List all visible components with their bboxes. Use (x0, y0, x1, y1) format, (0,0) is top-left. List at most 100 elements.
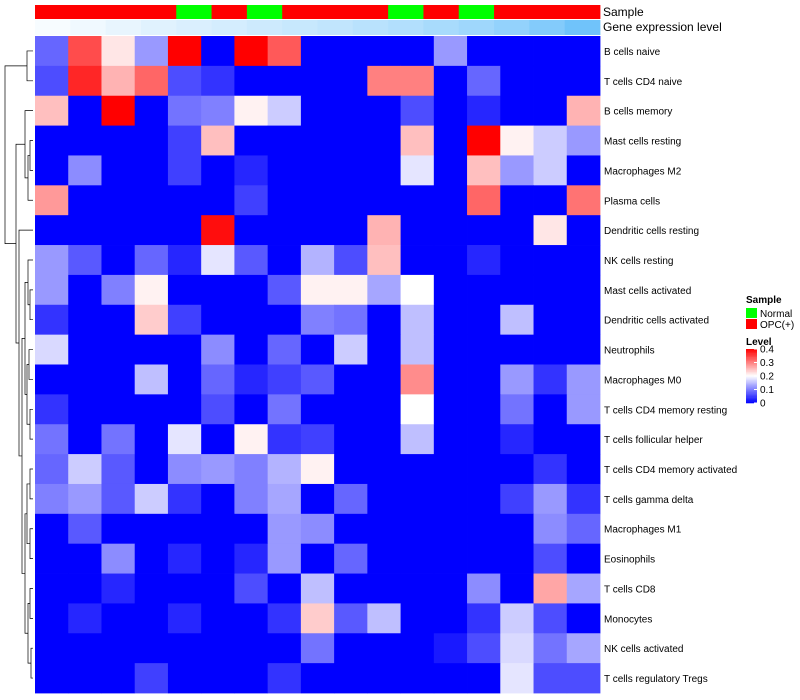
heatmap-cell (101, 334, 136, 365)
heatmap-cell (334, 394, 368, 425)
row-label: Mast cells resting (604, 137, 681, 148)
heatmap-cell (433, 483, 468, 515)
heatmap-cell (234, 274, 269, 306)
heatmap-cell (234, 513, 269, 545)
heatmap-cell (467, 543, 501, 574)
heatmap-cell (367, 215, 401, 246)
heatmap-cell (433, 65, 468, 97)
heatmap-cell (234, 603, 269, 634)
heatmap-cell (300, 95, 335, 126)
expression-annotation-cell (458, 20, 495, 35)
heatmap-cell (167, 65, 202, 97)
heatmap-cell (533, 304, 568, 336)
heatmap-cell (201, 245, 235, 276)
heatmap-cell (300, 483, 335, 515)
heatmap-cell (201, 424, 235, 455)
heatmap-cell (68, 424, 102, 455)
heatmap-cell (566, 513, 601, 545)
heatmap-cell (500, 454, 534, 485)
expression-annotation-cell (494, 20, 530, 35)
heatmap-cell (35, 663, 69, 694)
heatmap-cell (134, 633, 169, 664)
row-label: T cells CD8 (604, 585, 656, 596)
heatmap-cell (400, 454, 435, 485)
heatmap-cell (500, 215, 534, 246)
heatmap-cell (201, 603, 235, 634)
expression-annotation-cell (352, 20, 389, 35)
heatmap-cell (334, 543, 368, 574)
legend-level-step (746, 389, 757, 392)
sample-annotation-divider (35, 19, 600, 21)
heatmap-cell (101, 245, 136, 276)
sample-annotation-cell (246, 5, 283, 19)
heatmap-cell (35, 633, 69, 664)
heatmap-cell (500, 513, 534, 545)
heatmap-cell (35, 304, 69, 336)
heatmap-cell (35, 155, 69, 186)
sample-annotation-cell (105, 5, 142, 19)
heatmap-cell (101, 573, 136, 604)
heatmap-cell (400, 95, 435, 126)
legend-level-step (746, 370, 757, 373)
legend-level-step (746, 362, 757, 365)
heatmap-cell (267, 513, 302, 545)
row-label: Mast cells activated (604, 286, 691, 297)
expression-annotation-cell (211, 20, 248, 35)
heatmap-cell (334, 155, 368, 186)
legend-level-step (746, 367, 757, 370)
heatmap-cell (433, 394, 468, 425)
heatmap-cell (201, 36, 235, 67)
heatmap-cell (101, 125, 136, 156)
legend-level-step (746, 397, 757, 400)
row-label: Monocytes (604, 614, 652, 625)
heatmap-cell (400, 125, 435, 156)
heatmap-cell (35, 543, 69, 574)
heatmap-cell (533, 65, 568, 97)
heatmap-cell (433, 633, 468, 664)
heatmap-cell (500, 245, 534, 276)
heatmap-cell (35, 334, 69, 365)
heatmap-cell (267, 65, 302, 97)
expression-annotation-label: Gene expression level (603, 20, 722, 34)
heatmap-cell (334, 215, 368, 246)
heatmap-cell (467, 394, 501, 425)
legend-level-step (746, 381, 757, 384)
heatmap-cell (334, 334, 368, 365)
heatmap-cell (367, 334, 401, 365)
heatmap-cell (201, 394, 235, 425)
dendrogram-branch (4, 65, 27, 244)
expression-annotation-cell (317, 20, 354, 35)
legend-level-step (746, 350, 757, 352)
heatmap-cell (433, 274, 468, 306)
heatmap-cell (267, 245, 302, 276)
heatmap-cell (134, 215, 169, 246)
heatmap-cell (367, 36, 401, 67)
expression-annotation-cell (35, 20, 71, 35)
heatmap-cell (134, 274, 169, 306)
legend-level-tick-label: 0 (760, 399, 766, 410)
heatmap-cell (500, 125, 534, 156)
heatmap-cell (267, 125, 302, 156)
heatmap-cell (167, 274, 202, 306)
heatmap-cell (134, 304, 169, 336)
heatmap-cell (300, 454, 335, 485)
legend-level-tick-label: 0.3 (760, 358, 774, 369)
heatmap-cell (533, 125, 568, 156)
heatmap-cell (167, 304, 202, 336)
heatmap-cell (167, 513, 202, 545)
heatmap-cell (267, 663, 302, 694)
heatmap-cell (300, 424, 335, 455)
dendrogram-branch (24, 110, 33, 179)
heatmap-cell (267, 573, 302, 604)
heatmap-cell (300, 215, 335, 246)
expression-annotation-cell (423, 20, 460, 35)
heatmap-cell (101, 454, 136, 485)
heatmap-cell (533, 364, 568, 395)
heatmap-cell (167, 334, 202, 365)
sample-annotation-cell (317, 5, 354, 19)
heatmap-cell (167, 364, 202, 395)
heatmap-cell (234, 304, 269, 336)
heatmap-cell (201, 364, 235, 395)
heatmap-cell (201, 334, 235, 365)
heatmap-cell (234, 394, 269, 425)
